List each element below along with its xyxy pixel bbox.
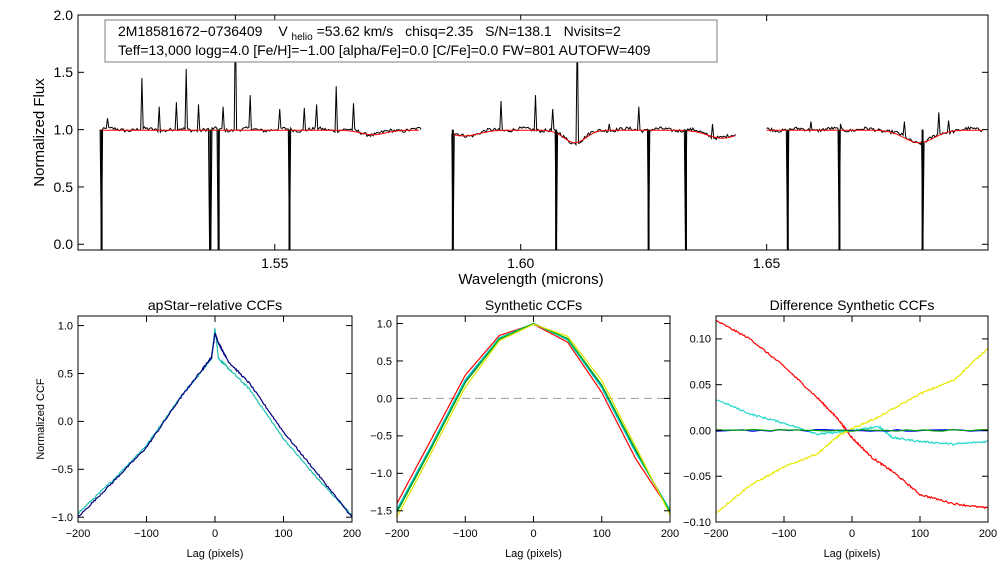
nvisits: Nvisits=2 [564, 23, 621, 39]
y-tick-label: 0.5 [54, 179, 74, 195]
y-tick-label: 0.05 [690, 380, 711, 392]
x-tick-label: −100 [134, 528, 159, 540]
snr: S/N=138.1 [485, 23, 552, 39]
x-tick-label: −100 [772, 528, 797, 540]
y-tick-label: −0.5 [51, 464, 73, 476]
synthetic-ccf-series-group [396, 322, 671, 518]
y-tick-label: −0.10 [683, 517, 711, 529]
difference-ccf-series-group [715, 319, 989, 513]
synthetic-ccf-x-axis-title: Lag (pixels) [505, 548, 562, 560]
x-tick-label: 0 [849, 528, 855, 540]
spectrum-panel: 1.55 1.60 1.65 0.0 0.5 1.0 1.5 2.0 2M18581672−0… [31, 7, 989, 288]
spectrum-annotation-box: 2M18581672−0736409 V helio =53.62 km/s c… [104, 19, 718, 63]
ccf-series-line-yellow [715, 348, 989, 513]
y-tick-label: 0.5 [58, 368, 73, 380]
ccf-series-line-visit-1 [77, 327, 353, 516]
apstar-ccf-title: apStar−relative CCFs [148, 297, 282, 313]
x-tick-label: 100 [593, 528, 611, 540]
difference-ccf-frame [715, 315, 989, 523]
x-tick-label: −100 [453, 528, 478, 540]
spectrum-x-axis-title: Wavelength (microns) [458, 271, 603, 288]
y-tick-label: −0.05 [683, 471, 711, 483]
spectrum-model-line [451, 129, 736, 144]
y-tick-label: −1.0 [370, 468, 392, 480]
ccf-series-line-visit-2 [77, 332, 353, 518]
spectrum-data-line [451, 26, 737, 251]
y-tick-label: 0.0 [54, 236, 74, 252]
spectrum-y-axis-title: Normalized Flux [31, 78, 48, 187]
y-tick-label: 1.0 [58, 320, 73, 332]
difference-ccf-panel: −200 −100 0 100 200 −0.10 −0.05 0.00 0.05 0.10 Di… [683, 297, 997, 560]
ccf-series-line-green [715, 428, 989, 432]
y-tick-label: 1.0 [377, 318, 392, 330]
vhelio-subscript: helio [292, 32, 314, 43]
x-tick-label: 1.55 [261, 255, 288, 271]
apstar-ccf-frame [77, 315, 353, 523]
spectrum-model-line [100, 129, 419, 136]
x-tick-label: 200 [661, 528, 679, 540]
annotation-stellar-params: Teff=13,000 logg=4.0 [Fe/H]=−1.00 [alpha… [118, 42, 651, 58]
apstar-ccf-series-group [77, 327, 353, 518]
apstar-ccf-panel: −200 −100 0 100 200 −1.0 −0.5 0.0 0.5 1.0 apStar−… [35, 297, 361, 560]
y-tick-label: −1.0 [51, 512, 73, 524]
spectrum-model-line [766, 129, 984, 144]
x-tick-label: 200 [343, 528, 361, 540]
annotation-line-1: 2M18581672−0736409 V helio =53.62 km/s c… [118, 23, 621, 43]
ccf-series-line-green [396, 322, 671, 513]
ccf-series-line-yellow [396, 323, 671, 518]
apstar-ccf-ticks-group: −200 −100 0 100 200 −1.0 −0.5 0.0 0.5 1.0 [51, 316, 361, 540]
y-tick-label: 0.10 [690, 334, 711, 346]
spectrum-series-group [99, 14, 984, 251]
x-tick-label: 1.60 [507, 255, 534, 271]
chisq: chisq=2.35 [405, 23, 473, 39]
x-tick-label: 100 [911, 528, 929, 540]
apstar-ccf-x-axis-title: Lag (pixels) [187, 548, 244, 560]
x-tick-label: −200 [704, 528, 729, 540]
y-tick-label: 2.0 [54, 7, 74, 23]
y-tick-label: −1.5 [370, 506, 392, 518]
synthetic-ccf-title: Synthetic CCFs [485, 297, 582, 313]
x-tick-label: −200 [66, 528, 91, 540]
vhelio-value: =53.62 km/s [317, 23, 394, 39]
synthetic-ccf-panel: −200 −100 0 100 200 −1.5 −1.0 −0.5 0.0 0.5 1.0 Syn… [370, 297, 679, 560]
y-tick-label: 1.0 [54, 122, 74, 138]
synthetic-ccf-ticks-group: −200 −100 0 100 200 −1.5 −1.0 −0.5 0.0 0.5 1.0 [370, 316, 679, 540]
y-tick-label: 0.0 [58, 416, 73, 428]
star-id: 2M18581672−0736409 [118, 23, 263, 39]
spectrum-ticks-group: 1.55 1.60 1.65 0.0 0.5 1.0 1.5 2.0 [54, 7, 988, 271]
annotation-box-frame [104, 19, 718, 63]
ccf-series-line-red [715, 319, 989, 510]
difference-ccf-title: Difference Synthetic CCFs [770, 297, 935, 313]
x-tick-label: 1.65 [753, 255, 780, 271]
synthetic-ccf-frame [396, 315, 671, 523]
x-tick-label: 0 [212, 528, 218, 540]
y-tick-label: 0.0 [377, 393, 392, 405]
apstar-ccf-y-axis-title: Normalized CCF [35, 378, 47, 460]
y-tick-label: 0.00 [690, 425, 711, 437]
difference-ccf-x-axis-title: Lag (pixels) [824, 548, 881, 560]
x-tick-label: −200 [385, 528, 410, 540]
spectrum-frame [77, 14, 989, 251]
y-tick-label: 1.5 [54, 64, 74, 80]
x-tick-label: 200 [979, 528, 997, 540]
x-tick-label: 0 [530, 528, 536, 540]
x-tick-label: 100 [274, 528, 292, 540]
y-tick-label: 0.5 [377, 356, 392, 368]
y-tick-label: −0.5 [370, 431, 392, 443]
vhelio-prefix: V [278, 23, 288, 39]
